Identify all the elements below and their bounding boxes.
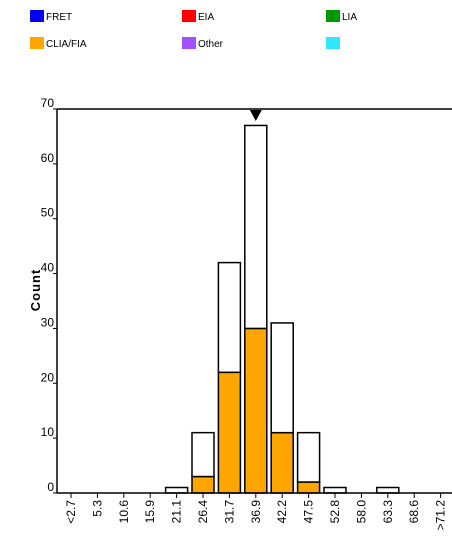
y-tick-label: 40	[41, 261, 55, 275]
legend-swatch	[30, 37, 44, 49]
legend: FRET EIA LIA CLIA/FIA Other	[30, 10, 357, 50]
x-axis: <2.7 5.3 10.6 15.9 21.1 26.4 31.7 36.9 42.2 47.5 5…	[57, 492, 452, 531]
x-tick-label: 47.5	[302, 500, 316, 524]
bar-segment	[376, 486, 400, 494]
legend-label: EIA	[198, 12, 214, 23]
bar-segment	[296, 481, 321, 494]
x-tick-label: 42.2	[275, 500, 289, 524]
bar-segment	[191, 475, 215, 494]
bar-segment	[244, 327, 268, 494]
y-axis-label: Count	[28, 269, 43, 312]
bar-segment	[270, 322, 294, 434]
legend-swatch	[326, 10, 340, 22]
bar-segment	[270, 431, 294, 494]
bar-segment	[323, 486, 347, 494]
marker-triangle	[249, 110, 262, 121]
plot-area	[164, 110, 400, 494]
legend-swatch	[326, 37, 340, 49]
bar-segment	[296, 431, 321, 483]
x-tick-label: 58.0	[354, 500, 368, 524]
bar-segment	[217, 261, 242, 374]
legend-swatch	[30, 10, 44, 22]
y-tick-label: 20	[41, 370, 55, 384]
x-tick-label: 21.1	[170, 500, 184, 524]
y-tick-label: 0	[47, 480, 54, 494]
y-tick-label: 50	[41, 206, 55, 220]
x-tick-label: >71.2	[434, 500, 448, 531]
legend-swatch	[182, 10, 196, 22]
y-tick-label: 30	[41, 315, 55, 329]
x-tick-label: 10.6	[117, 500, 131, 524]
y-axis: 0 10 20 30 40 50 60 70	[41, 96, 452, 494]
legend-label: FRET	[46, 12, 72, 23]
bar-segment	[244, 124, 268, 330]
y-tick-label: 10	[41, 425, 55, 439]
bar-segment	[164, 486, 189, 494]
bar-segment	[191, 431, 215, 478]
legend-swatch	[182, 37, 196, 49]
x-tick-label: 31.7	[222, 500, 236, 524]
bar-segment	[217, 371, 242, 494]
x-tick-label: 36.9	[249, 500, 263, 524]
x-tick-label: 63.3	[381, 500, 395, 524]
legend-label: LIA	[342, 12, 357, 23]
legend-label: Other	[198, 39, 224, 50]
x-tick-label: 15.9	[143, 500, 157, 524]
y-tick-label: 70	[41, 96, 55, 110]
y-tick-label: 60	[41, 151, 55, 165]
x-tick-label: <2.7	[64, 500, 78, 524]
x-tick-label: 5.3	[90, 500, 104, 517]
x-tick-label: 52.8	[328, 500, 342, 524]
legend-label: CLIA/FIA	[46, 39, 87, 50]
x-tick-label: 68.6	[407, 500, 421, 524]
x-tick-label: 26.4	[196, 500, 210, 524]
